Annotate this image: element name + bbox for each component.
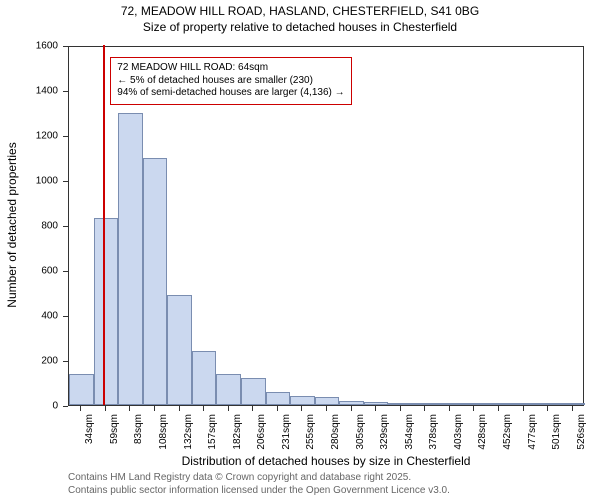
xtick-label: 231sqm [281, 414, 292, 464]
footer-line2: Contains public sector information licen… [68, 485, 450, 498]
ytick-label: 1600 [0, 41, 58, 52]
xtick-mark [154, 406, 155, 411]
ytick-mark [63, 226, 68, 227]
histogram-bar [315, 397, 340, 405]
histogram-bar [462, 403, 487, 405]
xtick-mark [252, 406, 253, 411]
xtick-mark [424, 406, 425, 411]
annotation-line: 94% of semi-detached houses are larger (… [117, 87, 344, 100]
histogram-bar [94, 218, 119, 405]
ytick-mark [63, 136, 68, 137]
histogram-bar [413, 403, 438, 405]
histogram-bar [536, 403, 561, 405]
histogram-bar [69, 374, 94, 406]
chart-title-line2: Size of property relative to detached ho… [0, 20, 600, 36]
xtick-label: 280sqm [330, 414, 341, 464]
xtick-label: 255sqm [305, 414, 316, 464]
xtick-label: 132sqm [183, 414, 194, 464]
histogram-bar [216, 374, 241, 406]
xtick-mark [498, 406, 499, 411]
histogram-bar [388, 403, 413, 405]
annotation-box: 72 MEADOW HILL ROAD: 64sqm← 5% of detach… [110, 57, 351, 105]
ytick-label: 800 [0, 221, 58, 232]
footer-line1: Contains HM Land Registry data © Crown c… [68, 472, 450, 485]
xtick-label: 305sqm [355, 414, 366, 464]
xtick-mark [351, 406, 352, 411]
ytick-mark [63, 46, 68, 47]
annotation-line: ← 5% of detached houses are smaller (230… [117, 75, 344, 88]
chart-title-line1: 72, MEADOW HILL ROAD, HASLAND, CHESTERFI… [0, 4, 600, 20]
xtick-label: 501sqm [551, 414, 562, 464]
xtick-mark [228, 406, 229, 411]
xtick-label: 329sqm [379, 414, 390, 464]
histogram-bar [118, 113, 143, 406]
histogram-bar [290, 396, 315, 405]
xtick-label: 354sqm [404, 414, 415, 464]
xtick-mark [547, 406, 548, 411]
xtick-label: 378sqm [428, 414, 439, 464]
xtick-label: 477sqm [527, 414, 538, 464]
xtick-mark [400, 406, 401, 411]
xtick-mark [80, 406, 81, 411]
chart-container: 72, MEADOW HILL ROAD, HASLAND, CHESTERFI… [0, 4, 600, 500]
histogram-bar [364, 402, 389, 405]
xtick-mark [523, 406, 524, 411]
ytick-mark [63, 271, 68, 272]
xtick-label: 108sqm [158, 414, 169, 464]
ytick-label: 1200 [0, 131, 58, 142]
histogram-bar [487, 403, 512, 405]
ytick-mark [63, 361, 68, 362]
ytick-label: 1000 [0, 176, 58, 187]
ytick-mark [63, 316, 68, 317]
xtick-label: 428sqm [477, 414, 488, 464]
ytick-mark [63, 406, 68, 407]
histogram-bar [339, 401, 364, 406]
histogram-bar [438, 403, 463, 405]
xtick-label: 206sqm [256, 414, 267, 464]
xtick-label: 403sqm [453, 414, 464, 464]
histogram-bar [167, 295, 192, 405]
histogram-bar [560, 403, 585, 405]
ytick-mark [63, 181, 68, 182]
histogram-bar [241, 378, 266, 405]
property-marker-line [103, 45, 105, 405]
histogram-bar [192, 351, 217, 405]
xtick-label: 34sqm [84, 414, 95, 464]
plot-area: 72 MEADOW HILL ROAD: 64sqm← 5% of detach… [68, 46, 584, 406]
xtick-label: 157sqm [207, 414, 218, 464]
ytick-label: 1400 [0, 86, 58, 97]
xtick-label: 452sqm [502, 414, 513, 464]
xtick-label: 526sqm [576, 414, 587, 464]
histogram-bar [266, 392, 291, 406]
xtick-label: 59sqm [109, 414, 120, 464]
annotation-line: 72 MEADOW HILL ROAD: 64sqm [117, 62, 344, 75]
xtick-mark [572, 406, 573, 411]
ytick-label: 400 [0, 311, 58, 322]
xtick-mark [449, 406, 450, 411]
histogram-bar [511, 403, 536, 405]
xtick-mark [179, 406, 180, 411]
footer-credits: Contains HM Land Registry data © Crown c… [68, 472, 450, 497]
ytick-label: 0 [0, 401, 58, 412]
xtick-mark [375, 406, 376, 411]
xtick-mark [203, 406, 204, 411]
ytick-label: 600 [0, 266, 58, 277]
xtick-label: 83sqm [133, 414, 144, 464]
xtick-mark [473, 406, 474, 411]
xtick-mark [326, 406, 327, 411]
xtick-mark [105, 406, 106, 411]
xtick-mark [129, 406, 130, 411]
xtick-label: 182sqm [232, 414, 243, 464]
xtick-mark [277, 406, 278, 411]
xtick-mark [301, 406, 302, 411]
ytick-mark [63, 91, 68, 92]
ytick-label: 200 [0, 356, 58, 367]
histogram-bar [143, 158, 168, 406]
